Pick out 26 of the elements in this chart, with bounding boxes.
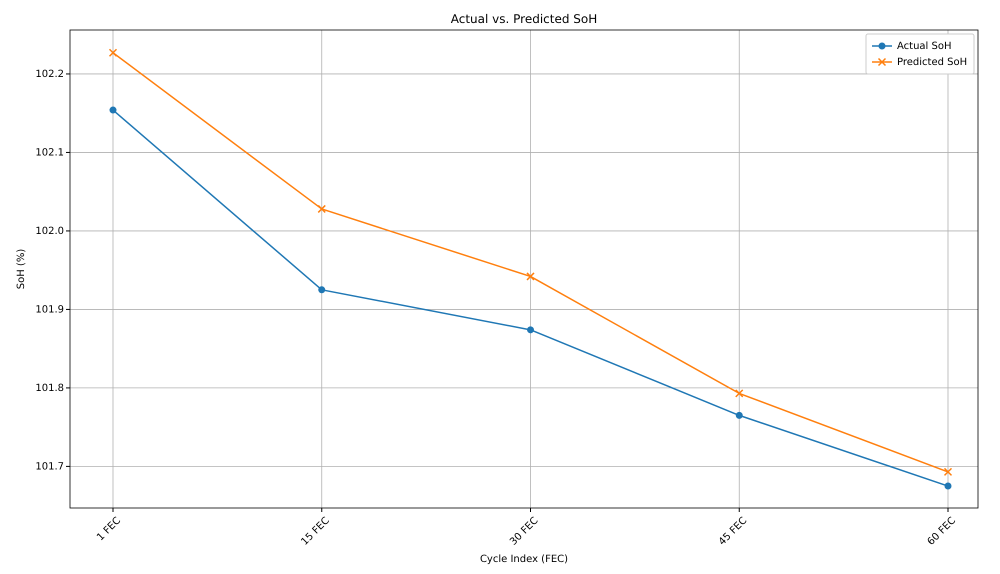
x-tick-label: 15 FEC <box>299 515 332 548</box>
point <box>318 286 326 294</box>
point <box>110 106 116 114</box>
y-tick-label: 101.7 <box>35 462 64 473</box>
y-tick-label: 101.9 <box>35 304 64 316</box>
point <box>527 326 534 334</box>
point <box>944 468 952 476</box>
chart-title: Actual vs. Predicted SoH <box>450 12 598 26</box>
point <box>526 272 535 281</box>
point <box>944 482 952 490</box>
y-tick-label: 102.2 <box>35 69 64 80</box>
point <box>736 412 743 419</box>
y-axis-title: SoH (%) <box>16 248 27 290</box>
x-tick-label: 45 FEC <box>716 515 750 548</box>
y-tick-label: 101.8 <box>35 383 64 394</box>
legend-label: Predicted SoH <box>897 57 968 68</box>
y-tick-label: 102.0 <box>35 226 64 238</box>
legend-label: Actual SoH <box>897 41 952 52</box>
y-tick-label: 102.1 <box>35 148 64 159</box>
point <box>318 204 326 214</box>
x-axis-title: Cycle Index (FEC) <box>480 554 568 565</box>
x-tick-label: 30 FEC <box>508 515 541 548</box>
point <box>735 389 744 398</box>
point <box>108 48 118 58</box>
x-tick-label: 1 FEC <box>95 515 124 544</box>
x-tick-label: 60 FEC <box>926 515 958 548</box>
